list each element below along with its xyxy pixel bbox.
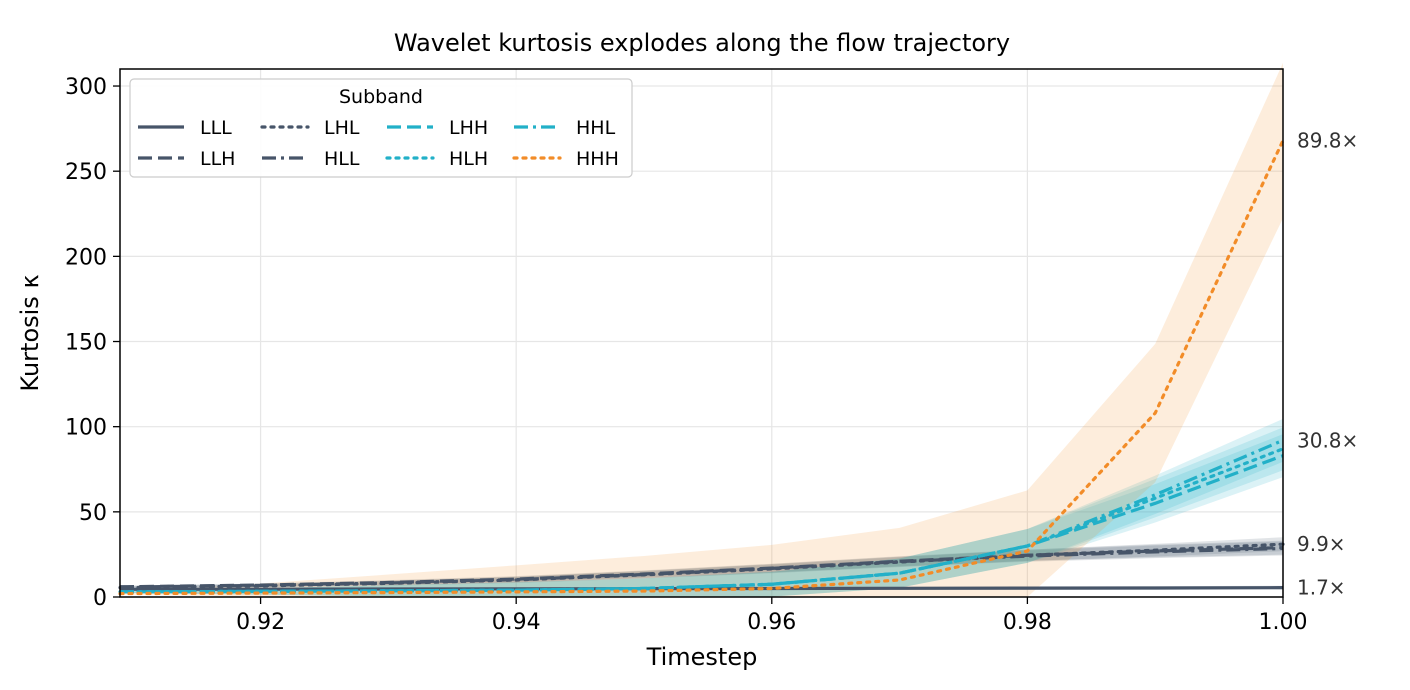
end-label-lhl: 9.9× — [1297, 532, 1346, 556]
y-tick-label: 50 — [79, 501, 107, 526]
legend-label-llh: LLH — [200, 148, 235, 170]
x-axis-label: Timestep — [646, 643, 758, 671]
end-label-lll: 1.7× — [1297, 576, 1346, 600]
x-tick-label: 0.96 — [747, 610, 796, 635]
x-tick-label: 0.98 — [1003, 610, 1052, 635]
legend-label-lhh: LHH — [449, 117, 488, 139]
legend-label-lhl: LHL — [324, 117, 360, 139]
y-tick-label: 200 — [65, 245, 107, 270]
series-line-hll — [119, 546, 1284, 589]
x-tick-label: 1.00 — [1259, 610, 1308, 635]
end-labels: 1.7× 9.9× 30.8× 89.8× — [1297, 129, 1358, 600]
legend-label-hlh: HLH — [449, 148, 488, 170]
y-tick-label: 300 — [65, 75, 107, 100]
y-axis-label: Kurtosis κ — [16, 274, 44, 391]
series-lines — [118, 138, 1285, 596]
y-tick-label: 100 — [65, 416, 107, 441]
legend-label-hhl: HHL — [576, 117, 616, 139]
x-tick-label: 0.92 — [236, 610, 285, 635]
legend-label-lll: LLL — [200, 117, 232, 139]
series-line-hhh — [118, 138, 1285, 596]
legend-label-hhh: HHH — [576, 148, 619, 170]
end-label-hhl: 30.8× — [1297, 428, 1358, 452]
plot-area-frame — [119, 68, 1284, 598]
y-axis-ticks: 0 50 100 150 200 250 300 — [65, 75, 120, 611]
x-axis-ticks: 0.92 0.94 0.96 0.98 1.00 — [236, 597, 1307, 635]
legend-items: LLL LLH LHL HLL LHH HLH HHL HHH — [138, 117, 619, 170]
chart-title: Wavelet kurtosis explodes along the flow… — [394, 29, 1010, 57]
y-tick-label: 150 — [65, 331, 107, 356]
series-line-hhl — [119, 438, 1284, 594]
end-label-hhh: 89.8× — [1297, 129, 1358, 153]
x-tick-label: 0.94 — [492, 610, 541, 635]
y-tick-label: 250 — [65, 160, 107, 185]
legend: Subband LLL LLH LHL HLL LHH HLH HHL HHH — [129, 78, 633, 178]
legend-label-hll: HLL — [324, 148, 360, 170]
legend-box — [129, 78, 633, 178]
y-tick-label: 0 — [93, 586, 107, 611]
legend-title: Subband — [339, 86, 423, 108]
